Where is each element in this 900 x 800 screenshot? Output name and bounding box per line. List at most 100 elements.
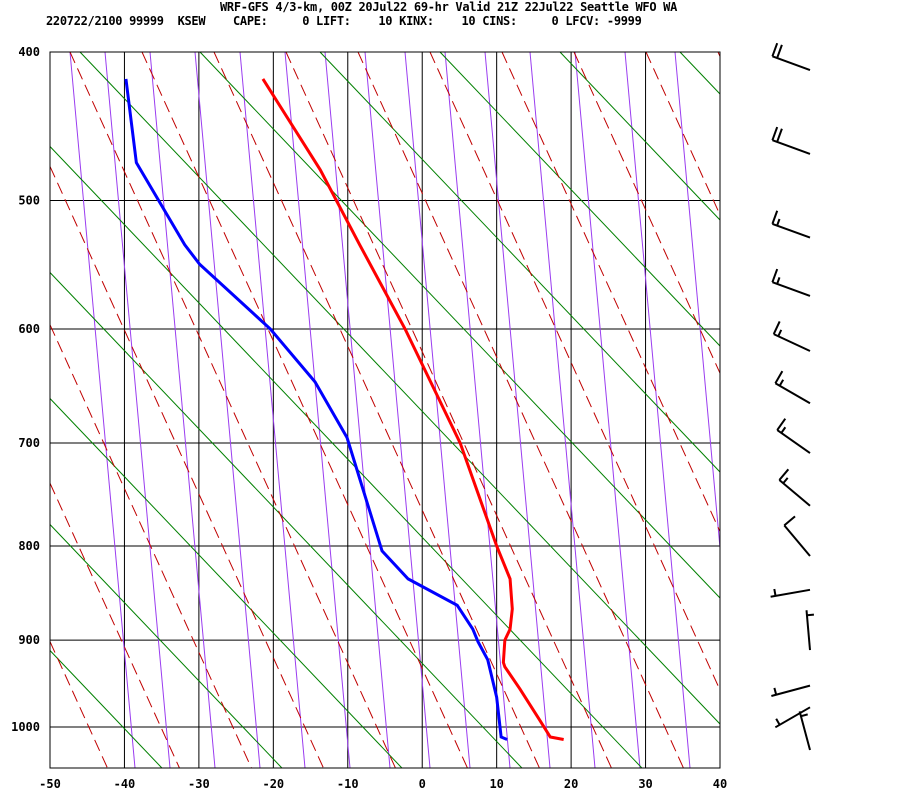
temperature-profile (261, 78, 564, 741)
mixing-ratio-line (674, 51, 721, 548)
wind-barb (774, 706, 811, 729)
wind-barb-half (777, 329, 783, 337)
x-tick-label: 30 (638, 777, 652, 791)
dry-adiabat (319, 51, 721, 473)
y-tick-label: 900 (18, 633, 40, 647)
y-tick-label: 1000 (11, 720, 40, 734)
wind-barb (771, 42, 811, 71)
wind-barb-staff (770, 588, 811, 598)
dry-adiabat (679, 51, 721, 95)
moist-adiabat (645, 51, 721, 216)
wind-barb-flag (783, 515, 796, 527)
wind-barb-half (773, 687, 778, 695)
wind-barb-flag (776, 128, 783, 143)
mixing-ratio-line (69, 51, 136, 769)
moist-adiabat (429, 51, 721, 691)
mixing-ratio-line (194, 51, 261, 769)
wind-barb-staff (783, 524, 811, 557)
wind-barb (774, 370, 811, 405)
y-tick-label: 700 (18, 436, 40, 450)
wind-barb-staff (771, 684, 811, 697)
x-tick-label: 10 (489, 777, 503, 791)
dry-adiabat (49, 398, 403, 769)
wind-barb-half (775, 718, 781, 726)
chart-title: WRF-GFS 4/3-km, 00Z 20Jul22 69-hr Valid … (220, 0, 678, 14)
wind-barb (772, 320, 811, 352)
x-tick-label: -10 (337, 777, 359, 791)
y-tick-label: 400 (18, 45, 40, 59)
dry-adiabat (199, 51, 721, 599)
moist-adiabat (573, 51, 721, 374)
mixing-ratio-line (444, 51, 511, 769)
dewpoint-profile (124, 78, 508, 741)
wind-barb-half (776, 218, 781, 226)
wind-barb-half (782, 477, 789, 484)
mixing-ratio-line (284, 51, 351, 769)
station-info: 220722/2100 99999 KSEW CAPE: 0 LIFT: 10 … (46, 14, 642, 28)
x-tick-label: -30 (188, 777, 210, 791)
wind-barb (771, 684, 811, 697)
wind-barb-flag (772, 320, 781, 335)
wind-barb (778, 468, 811, 507)
wind-barb-staff (778, 479, 811, 507)
wind-barb (771, 210, 811, 239)
x-tick-label: -50 (39, 777, 61, 791)
mixing-ratio-line (624, 51, 691, 769)
wind-barb (798, 711, 811, 751)
wind-barb-flag (771, 126, 779, 141)
wind-barb-half (800, 713, 808, 718)
moist-adiabat (357, 51, 684, 769)
wind-barb-flag (771, 42, 779, 57)
y-tick-label: 600 (18, 322, 40, 336)
wind-barb-staff (773, 333, 811, 352)
dry-adiabat (49, 272, 523, 769)
mixing-ratio-line (104, 51, 171, 769)
mixing-ratio-line (324, 51, 391, 769)
mixing-ratio-line (484, 51, 551, 769)
mixing-ratio-line (364, 51, 431, 769)
moist-adiabat (49, 482, 180, 769)
wind-barb-staff (798, 711, 811, 751)
wind-barb-half (773, 588, 777, 597)
x-tick-label: 20 (564, 777, 578, 791)
wind-barb-flag (774, 370, 784, 384)
wind-barb (771, 268, 811, 297)
wind-barb (770, 588, 811, 598)
moist-adiabat (69, 51, 396, 769)
dry-adiabat (49, 146, 643, 769)
wind-barb-half (806, 613, 815, 617)
mixing-ratio-line (529, 51, 596, 769)
wind-barb-half (780, 426, 787, 434)
mixing-ratio-line (149, 51, 216, 769)
moist-adiabat (49, 641, 108, 769)
y-tick-label: 500 (18, 193, 40, 207)
wind-barb-flag (771, 268, 779, 283)
plot-frame (49, 51, 721, 769)
moist-adiabat (49, 166, 324, 769)
wind-barb-staff (774, 382, 811, 405)
mixing-ratio-line (404, 51, 471, 769)
wind-barb-staff (772, 222, 811, 239)
x-tick-label: -20 (262, 777, 284, 791)
wind-barb-half (776, 277, 781, 285)
wind-barb-staff (774, 706, 811, 729)
wind-barb-staff (805, 610, 811, 651)
wind-barb (771, 126, 811, 155)
wind-barb-flag (776, 44, 783, 59)
wind-barb-half (778, 379, 785, 387)
wind-barb-flag (771, 210, 779, 225)
x-tick-label: 0 (419, 777, 426, 791)
x-tick-label: -40 (114, 777, 136, 791)
background-lines (49, 51, 721, 769)
wind-barb-staff (772, 55, 811, 71)
wind-barb (805, 610, 815, 651)
wind-barb (783, 515, 811, 557)
wind-barb-flag (778, 468, 790, 481)
wind-barb-staff (772, 281, 811, 297)
mixing-ratio-line (239, 51, 306, 769)
x-tick-label: 40 (713, 777, 727, 791)
wind-barb (776, 418, 811, 454)
moist-adiabat (141, 51, 468, 769)
